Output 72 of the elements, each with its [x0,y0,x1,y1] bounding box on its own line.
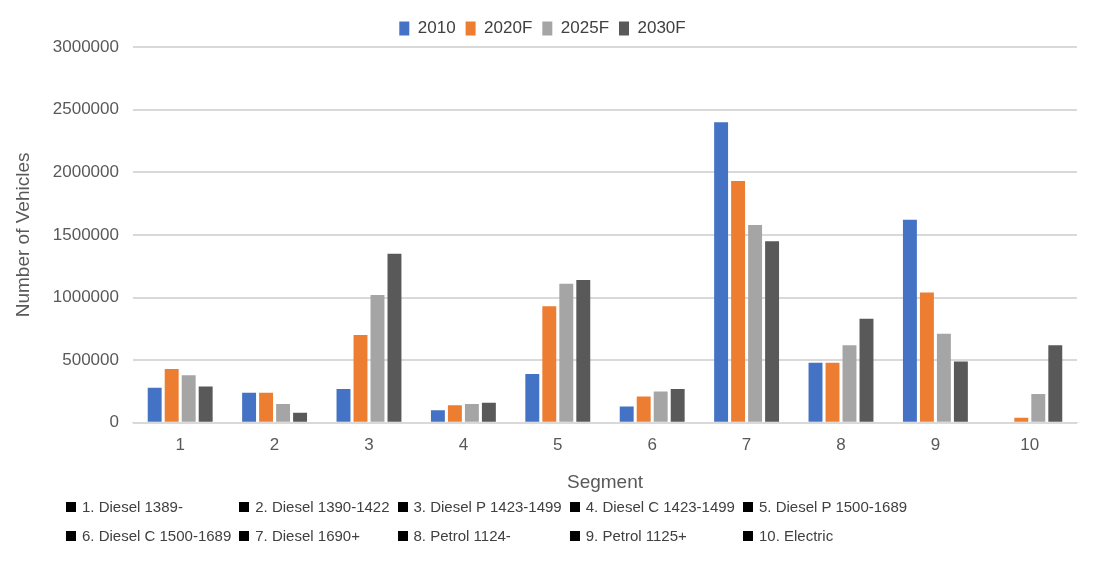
y-tick-label: 1500000 [52,224,119,244]
y-tick-label: 500000 [62,349,119,369]
text: 6. Diesel C 1500-1689 [82,527,232,544]
bar [748,224,763,422]
bar [542,306,557,422]
text: 7. Diesel 1690+ [255,527,360,544]
text: 1. Diesel 1389- [82,498,183,515]
bar [430,410,445,422]
bar [953,361,968,422]
x-tick-label: 1 [175,434,185,454]
y-tick-label: 2500000 [52,99,119,119]
x-tick-label: 6 [647,434,657,454]
bar [447,405,462,422]
bar [336,388,351,422]
bar [147,387,162,422]
bar [919,292,934,422]
bar [242,392,257,422]
bar [164,368,179,422]
bar [653,391,668,422]
bar [765,241,780,422]
x-tick-label: 9 [930,434,941,454]
legend-label: 2025F [560,18,610,38]
x-tick-label: 3 [364,434,374,454]
bar [808,362,823,422]
bar [842,345,857,422]
text: 3. Diesel P 1423-1499 [413,498,562,515]
x-axis-title: Segment [566,470,644,492]
bar [387,253,402,422]
bar [731,181,746,422]
bar [370,295,385,422]
text: 10. Electric [758,527,834,544]
text: 5. Diesel P 1500-1689 [758,498,908,515]
bar [353,335,368,422]
bar [181,375,196,422]
y-tick-label: 1000000 [52,287,119,307]
bar [276,404,291,422]
bar [636,396,651,422]
bar [936,333,951,422]
text: 2. Diesel 1390-1422 [255,498,390,515]
text: 4. Diesel C 1423-1499 [585,498,735,515]
bar [714,122,729,422]
y-tick-label: 0 [109,412,119,432]
x-tick-label: 8 [836,434,846,454]
x-tick-label: 7 [741,434,752,454]
bar [259,392,274,422]
bar [670,388,685,422]
y-tick-label: 2000000 [52,161,119,181]
bar [198,386,213,422]
text: 9. Petrol 1125+ [585,527,687,544]
bar [1014,417,1029,422]
bar [1048,345,1063,422]
x-tick-label: 2 [269,434,280,454]
bar [464,404,479,422]
y-axis-title: Number of Vehicles [11,152,33,318]
legend-label: 2020F [484,18,533,38]
legend-label: 2010 [417,18,456,38]
bar [859,318,874,422]
bar [619,406,634,422]
bar [293,412,308,422]
legend-label: 2030F [637,18,686,38]
bar [559,283,574,422]
y-tick-label: 3000000 [52,36,119,56]
bar [902,219,917,422]
text: 8. Petrol 1124- [413,527,511,544]
x-tick-label: 4 [458,434,469,454]
x-tick-label: 5 [553,434,563,454]
bar [576,280,591,422]
x-tick-label: 10 [1020,434,1040,454]
bar [525,373,540,422]
bar [825,362,840,422]
bar [481,402,496,422]
bar [1031,393,1046,422]
